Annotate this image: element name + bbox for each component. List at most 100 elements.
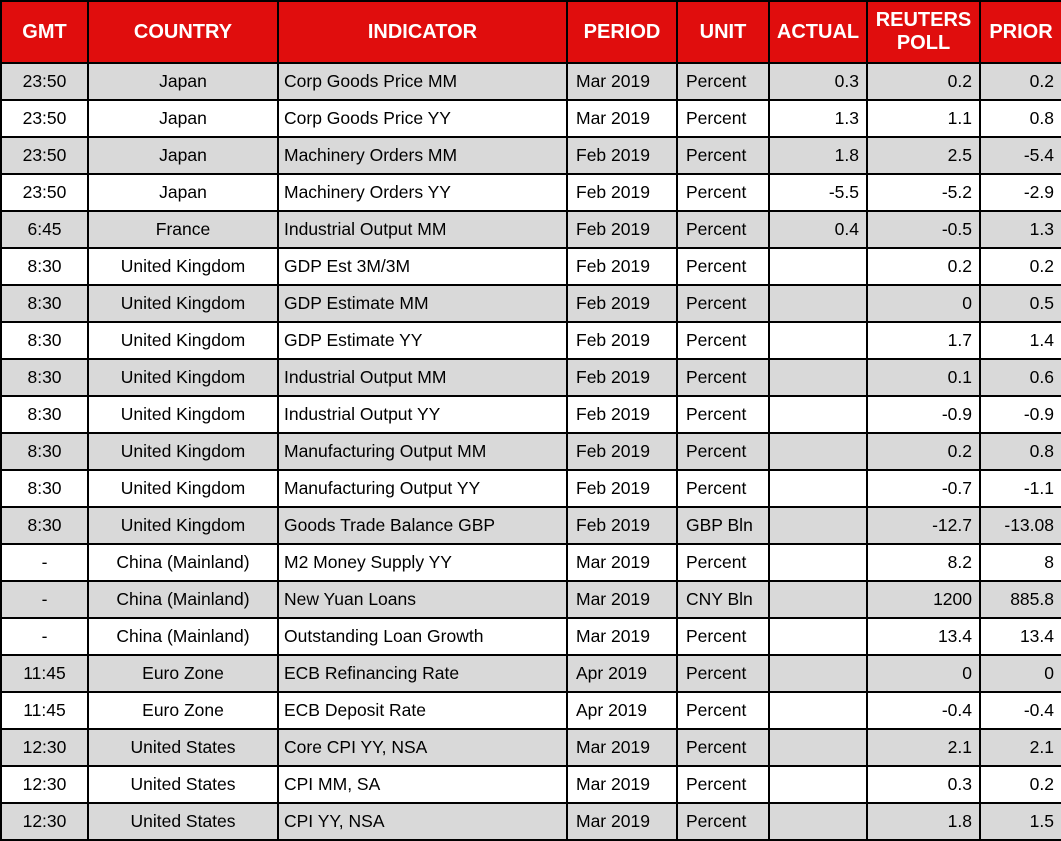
cell-period: Mar 2019 (566, 765, 678, 804)
cell-prior: -2.9 (979, 173, 1061, 212)
cell-reuters-poll: 0.2 (866, 62, 981, 101)
cell-country: United Kingdom (87, 506, 279, 545)
cell-country: China (Mainland) (87, 617, 279, 656)
cell-unit: CNY Bln (676, 580, 770, 619)
cell-country: United States (87, 765, 279, 804)
cell-actual (768, 395, 868, 434)
cell-gmt: 11:45 (0, 654, 89, 693)
cell-reuters-poll: 0 (866, 654, 981, 693)
cell-country: United States (87, 802, 279, 841)
cell-indicator: GDP Estimate YY (277, 321, 568, 360)
header-row: GMT COUNTRY INDICATOR PERIOD UNIT ACTUAL… (0, 0, 1061, 64)
cell-country: Japan (87, 173, 279, 212)
cell-indicator: New Yuan Loans (277, 580, 568, 619)
cell-actual (768, 358, 868, 397)
cell-gmt: - (0, 543, 89, 582)
cell-prior: -1.1 (979, 469, 1061, 508)
cell-unit: Percent (676, 321, 770, 360)
cell-actual: 0.4 (768, 210, 868, 249)
table-row: 8:30 United Kingdom Industrial Output YY… (0, 395, 1061, 434)
table-row: 8:30 United Kingdom GDP Est 3M/3M Feb 20… (0, 247, 1061, 286)
cell-period: Feb 2019 (566, 506, 678, 545)
cell-unit: Percent (676, 469, 770, 508)
cell-gmt: 12:30 (0, 802, 89, 841)
column-header-gmt: GMT (0, 0, 89, 64)
cell-country: China (Mainland) (87, 580, 279, 619)
cell-period: Feb 2019 (566, 173, 678, 212)
cell-prior: -5.4 (979, 136, 1061, 175)
cell-indicator: ECB Deposit Rate (277, 691, 568, 730)
cell-reuters-poll: 1.1 (866, 99, 981, 138)
table-row: 12:30 United States CPI MM, SA Mar 2019 … (0, 765, 1061, 804)
column-header-indicator: INDICATOR (277, 0, 568, 64)
cell-prior: 1.5 (979, 802, 1061, 841)
cell-country: Euro Zone (87, 691, 279, 730)
cell-unit: Percent (676, 432, 770, 471)
cell-country: United Kingdom (87, 395, 279, 434)
cell-actual (768, 506, 868, 545)
cell-unit: Percent (676, 136, 770, 175)
cell-country: United States (87, 728, 279, 767)
cell-prior: 0.2 (979, 247, 1061, 286)
cell-unit: Percent (676, 358, 770, 397)
cell-reuters-poll: 8.2 (866, 543, 981, 582)
cell-indicator: Machinery Orders YY (277, 173, 568, 212)
cell-unit: Percent (676, 247, 770, 286)
cell-country: United Kingdom (87, 358, 279, 397)
cell-unit: Percent (676, 617, 770, 656)
cell-gmt: 23:50 (0, 173, 89, 212)
cell-actual (768, 654, 868, 693)
cell-unit: Percent (676, 173, 770, 212)
cell-prior: 1.3 (979, 210, 1061, 249)
cell-period: Mar 2019 (566, 99, 678, 138)
table-row: 12:30 United States CPI YY, NSA Mar 2019… (0, 802, 1061, 841)
cell-actual: 0.3 (768, 62, 868, 101)
cell-unit: Percent (676, 654, 770, 693)
table-row: 8:30 United Kingdom Industrial Output MM… (0, 358, 1061, 397)
cell-country: United Kingdom (87, 469, 279, 508)
cell-prior: -0.4 (979, 691, 1061, 730)
cell-reuters-poll: -12.7 (866, 506, 981, 545)
cell-prior: -0.9 (979, 395, 1061, 434)
table-row: 12:30 United States Core CPI YY, NSA Mar… (0, 728, 1061, 767)
cell-prior: 13.4 (979, 617, 1061, 656)
cell-prior: 0.6 (979, 358, 1061, 397)
cell-reuters-poll: 0 (866, 284, 981, 323)
cell-unit: Percent (676, 99, 770, 138)
cell-actual (768, 543, 868, 582)
cell-gmt: 8:30 (0, 469, 89, 508)
cell-prior: 0.8 (979, 432, 1061, 471)
cell-period: Feb 2019 (566, 321, 678, 360)
cell-period: Mar 2019 (566, 728, 678, 767)
cell-period: Apr 2019 (566, 654, 678, 693)
cell-actual: 1.3 (768, 99, 868, 138)
cell-gmt: 8:30 (0, 247, 89, 286)
cell-unit: Percent (676, 691, 770, 730)
cell-period: Feb 2019 (566, 395, 678, 434)
column-header-reuters-poll: REUTERS POLL (866, 0, 981, 64)
cell-country: United Kingdom (87, 284, 279, 323)
cell-unit: Percent (676, 543, 770, 582)
cell-reuters-poll: 0.2 (866, 247, 981, 286)
cell-period: Mar 2019 (566, 617, 678, 656)
table-row: 8:30 United Kingdom Manufacturing Output… (0, 432, 1061, 471)
cell-period: Feb 2019 (566, 432, 678, 471)
cell-indicator: Manufacturing Output MM (277, 432, 568, 471)
cell-prior: 0 (979, 654, 1061, 693)
table-row: 23:50 Japan Machinery Orders YY Feb 2019… (0, 173, 1061, 212)
cell-country: United Kingdom (87, 321, 279, 360)
cell-country: Japan (87, 99, 279, 138)
table-row: - China (Mainland) New Yuan Loans Mar 20… (0, 580, 1061, 619)
table-row: 23:50 Japan Machinery Orders MM Feb 2019… (0, 136, 1061, 175)
cell-reuters-poll: 1200 (866, 580, 981, 619)
cell-indicator: Machinery Orders MM (277, 136, 568, 175)
cell-prior: 0.2 (979, 62, 1061, 101)
cell-country: France (87, 210, 279, 249)
cell-gmt: - (0, 617, 89, 656)
cell-indicator: Corp Goods Price YY (277, 99, 568, 138)
cell-actual: 1.8 (768, 136, 868, 175)
cell-reuters-poll: -0.7 (866, 469, 981, 508)
cell-reuters-poll: -0.9 (866, 395, 981, 434)
cell-indicator: Core CPI YY, NSA (277, 728, 568, 767)
cell-reuters-poll: 13.4 (866, 617, 981, 656)
